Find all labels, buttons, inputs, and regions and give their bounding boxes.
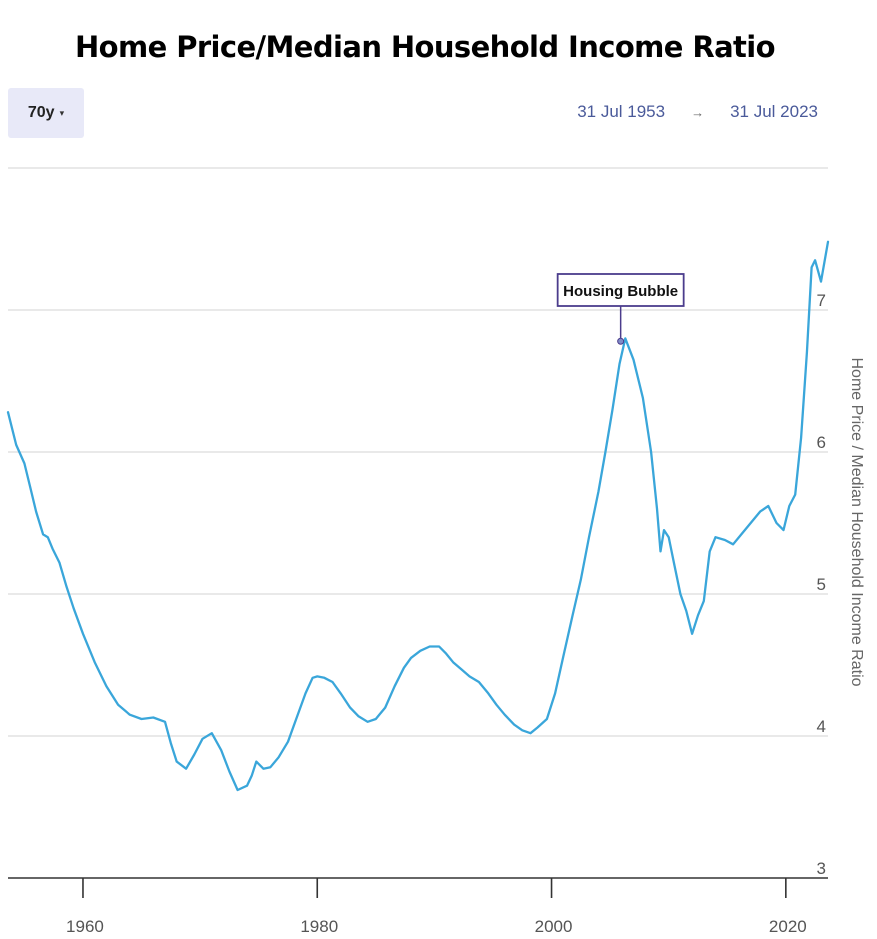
annotation-label: Housing Bubble	[563, 283, 678, 300]
caret-down-icon: ▾	[59, 107, 65, 118]
y-tick-label: 6	[817, 433, 826, 452]
arrow-right-icon: →	[691, 104, 705, 120]
axes: 3 4 5 6 7 1960 1980 2000 2020	[8, 291, 828, 936]
annotation-box	[556, 273, 685, 307]
series-line	[6, 240, 830, 792]
annotations: Housing Bubble	[556, 273, 685, 345]
x-tick-label: 2000	[535, 917, 573, 936]
chart-title: Home Price/Median Household Income Ratio	[75, 30, 776, 64]
date-range: 31 Jul 1953 → 31 Jul 2023	[577, 102, 818, 122]
x-tick-label: 1980	[300, 917, 338, 936]
grid-lines	[8, 167, 828, 737]
y-tick-label: 3	[817, 859, 826, 878]
x-tick-label: 2020	[769, 917, 807, 936]
plot-area	[6, 240, 830, 792]
y-tick-label: 4	[817, 717, 826, 736]
y-axis-label: Home Price / Median Household Income Rat…	[848, 357, 865, 686]
y-tick-label: 7	[817, 291, 826, 310]
range-dropdown-button[interactable]: 70y ▾	[8, 88, 84, 138]
start-date[interactable]: 31 Jul 1953	[577, 102, 666, 121]
y-tick-label: 5	[817, 575, 826, 594]
end-date[interactable]: 31 Jul 2023	[730, 102, 818, 121]
x-tick-label: 1960	[66, 917, 104, 936]
range-label: 70y	[27, 104, 55, 121]
annotation-point	[617, 337, 625, 345]
